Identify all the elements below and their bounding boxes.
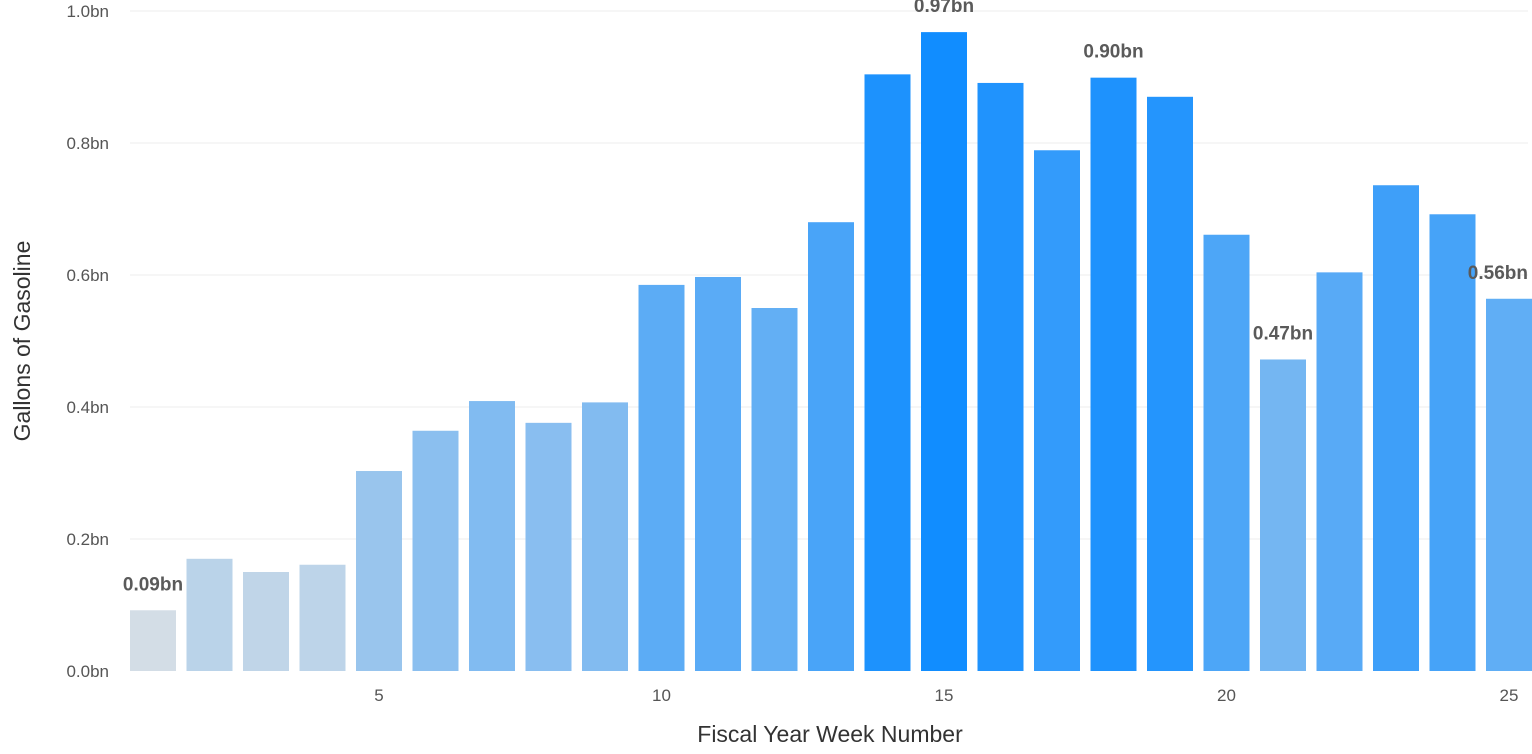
x-tick-label: 20 <box>1217 686 1236 705</box>
data-labels: 0.09bn 0.97bn 0.90bn 0.47bn 0.56bn <box>123 0 1528 595</box>
bar-week-11[interactable] <box>695 276 741 671</box>
bar-week-19[interactable] <box>1147 96 1193 672</box>
y-tick-label: 0.2bn <box>66 530 109 549</box>
data-label-week-21: 0.47bn <box>1253 323 1313 344</box>
bar-week-24[interactable] <box>1429 214 1476 671</box>
bar-week-25[interactable] <box>1486 298 1532 671</box>
bar-week-16[interactable] <box>977 82 1024 671</box>
bars <box>130 32 1532 672</box>
bar-week-2[interactable] <box>186 558 233 671</box>
y-axis-ticks: 0.0bn 0.2bn 0.4bn 0.6bn 0.8bn 1.0bn <box>66 2 109 681</box>
y-tick-label: 0.0bn <box>66 662 109 681</box>
data-label-week-1: 0.09bn <box>123 574 183 595</box>
data-label-week-25: 0.56bn <box>1468 263 1528 284</box>
x-tick-label: 25 <box>1500 686 1519 705</box>
bar-week-12[interactable] <box>751 308 798 671</box>
bar-week-17[interactable] <box>1034 150 1080 671</box>
bar-week-5[interactable] <box>356 471 402 671</box>
bar-week-3[interactable] <box>243 572 289 671</box>
y-tick-label: 0.6bn <box>66 266 109 285</box>
bar-week-13[interactable] <box>808 222 854 671</box>
bar-week-4[interactable] <box>299 564 346 671</box>
y-tick-label: 1.0bn <box>66 2 109 21</box>
bar-week-6[interactable] <box>412 430 459 671</box>
bar-week-23[interactable] <box>1373 185 1419 672</box>
y-tick-label: 0.8bn <box>66 134 109 153</box>
bar-week-22[interactable] <box>1316 272 1363 671</box>
x-tick-label: 15 <box>935 686 954 705</box>
bar-week-18[interactable] <box>1090 77 1137 671</box>
bar-week-9[interactable] <box>582 402 628 671</box>
bar-week-15[interactable] <box>921 32 967 672</box>
x-axis-title: Fiscal Year Week Number <box>697 721 963 747</box>
x-tick-label: 10 <box>652 686 671 705</box>
x-axis-ticks: 5 10 15 20 25 <box>374 686 1518 705</box>
bar-week-14[interactable] <box>864 74 911 672</box>
bar-week-7[interactable] <box>469 401 515 671</box>
bar-week-8[interactable] <box>525 422 572 671</box>
x-tick-label: 5 <box>374 686 383 705</box>
bar-week-21[interactable] <box>1260 359 1306 671</box>
bar-week-10[interactable] <box>638 284 685 671</box>
data-label-week-15: 0.97bn <box>914 0 974 17</box>
y-tick-label: 0.4bn <box>66 398 109 417</box>
y-axis-title: Gallons of Gasoline <box>9 241 35 442</box>
bar-week-20[interactable] <box>1203 234 1250 672</box>
data-label-week-18: 0.90bn <box>1083 42 1143 63</box>
bar-week-1[interactable] <box>130 610 176 671</box>
